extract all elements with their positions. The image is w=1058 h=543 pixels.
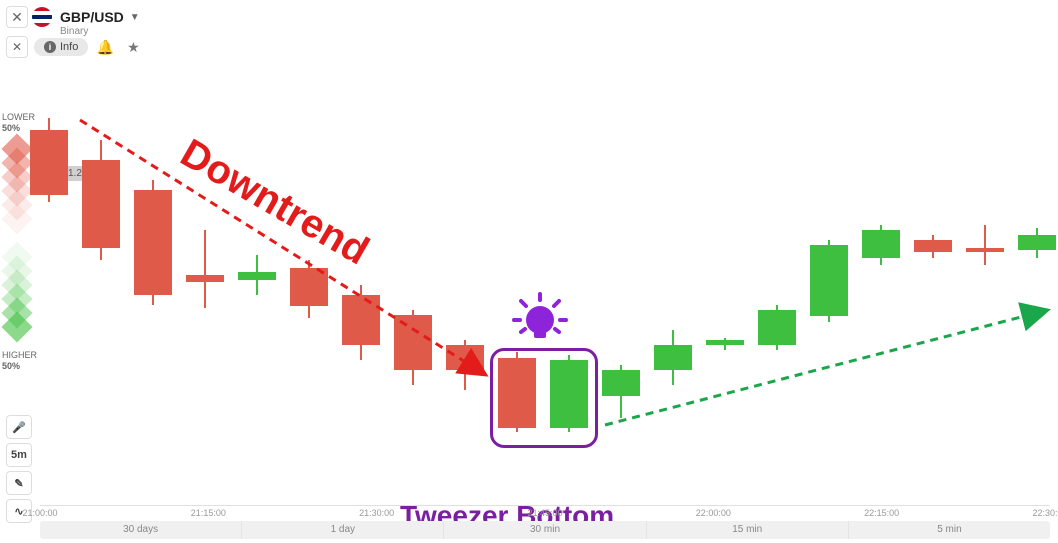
timeframe-item[interactable]: 1 day [242,521,444,539]
x-tick: 21:30:00 [359,508,394,518]
crosshair-button[interactable]: ✕ [6,36,28,58]
candle [862,0,900,500]
pencil-button[interactable]: ✎ [6,471,32,495]
secondary-toolbar: ✕ i Info 🔔 ★ [6,36,144,58]
candle [394,0,432,500]
candle [82,0,120,500]
x-axis: 21:00:0021:15:0021:30:0021:45:0022:00:00… [40,505,1050,519]
timeframe-item[interactable]: 30 min [444,521,646,539]
candle [238,0,276,500]
candle [810,0,848,500]
candle [30,0,68,500]
lower-pct: 50% [2,123,20,133]
higher-pct: 50% [2,361,20,371]
candle [966,0,1004,500]
x-tick: 22:30:00 [1032,508,1058,518]
candle [342,0,380,500]
candle [446,0,484,500]
close-button[interactable]: ✕ [6,6,28,28]
candle [1018,0,1056,500]
timeframe-item[interactable]: 5 min [849,521,1050,539]
side-controls: 🎤 5m ✎ ∿ [6,415,32,523]
x-tick: 21:45:00 [527,508,562,518]
candle [186,0,224,500]
mic-button[interactable]: 🎤 [6,415,32,439]
candle [654,0,692,500]
candle [602,0,640,500]
candle [290,0,328,500]
candle [498,0,536,500]
x-tick: 21:00:00 [22,508,57,518]
candle [134,0,172,500]
candle [914,0,952,500]
x-tick: 22:00:00 [696,508,731,518]
candle [706,0,744,500]
timeframe-button[interactable]: 5m [6,443,32,467]
timeframe-item[interactable]: 15 min [647,521,849,539]
timeframe-bar: 30 days1 day30 min15 min5 min [40,521,1050,539]
candle [550,0,588,500]
candle [758,0,796,500]
x-tick: 21:15:00 [191,508,226,518]
timeframe-item[interactable]: 30 days [40,521,242,539]
x-tick: 22:15:00 [864,508,899,518]
